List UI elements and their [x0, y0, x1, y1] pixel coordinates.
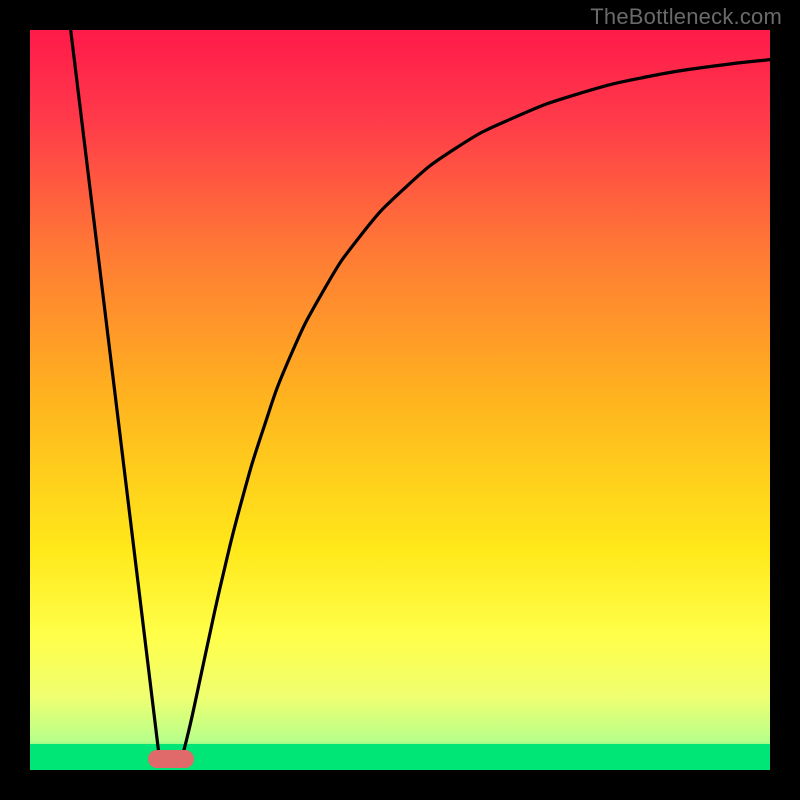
curve-layer — [30, 30, 770, 770]
watermark-text: TheBottleneck.com — [590, 4, 782, 30]
minimum-marker — [148, 750, 194, 768]
plot-frame — [30, 30, 770, 770]
